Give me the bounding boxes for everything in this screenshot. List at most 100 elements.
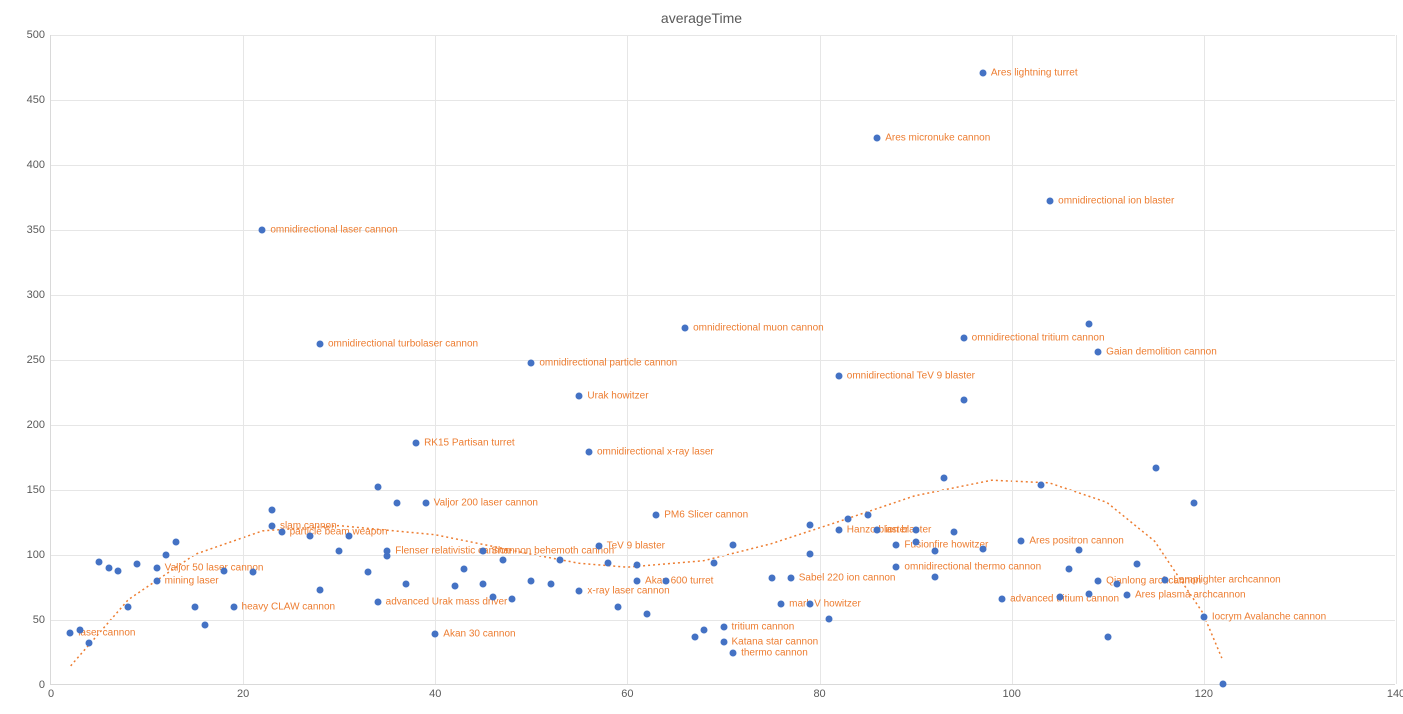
data-point (105, 565, 112, 572)
y-gridline (51, 360, 1395, 361)
data-point (451, 583, 458, 590)
data-point (653, 511, 660, 518)
data-point (461, 566, 468, 573)
data-point (845, 515, 852, 522)
y-tick-label: 250 (27, 354, 51, 366)
data-point-label: slam cannon (280, 521, 337, 532)
data-point-label: Sabel 220 ion cannon (799, 573, 896, 584)
data-point (979, 545, 986, 552)
y-gridline (51, 100, 1395, 101)
data-point (1133, 561, 1140, 568)
data-point-label: Ares plasma archcannon (1135, 590, 1246, 601)
data-point (499, 557, 506, 564)
data-point (979, 69, 986, 76)
data-point (259, 227, 266, 234)
data-point (951, 528, 958, 535)
data-point-label: Akan 600 turret (645, 576, 713, 587)
data-point (163, 552, 170, 559)
data-point (576, 588, 583, 595)
data-point (249, 568, 256, 575)
data-point (345, 532, 352, 539)
data-point (1018, 537, 1025, 544)
x-gridline (1204, 35, 1205, 684)
data-point (643, 610, 650, 617)
data-point-label: omnidirectional x-ray laser (597, 447, 714, 458)
data-point-label: omnidirectional tritium cannon (972, 332, 1105, 343)
data-point (317, 341, 324, 348)
x-tick-label: 0 (48, 684, 54, 700)
data-point (710, 559, 717, 566)
data-point (730, 541, 737, 548)
y-gridline (51, 490, 1395, 491)
data-point (1037, 481, 1044, 488)
scatter-chart: averageTime 0501001502002503003504004505… (0, 0, 1403, 714)
y-tick-label: 350 (27, 224, 51, 236)
data-point (960, 334, 967, 341)
data-point (192, 604, 199, 611)
data-point-label: x-ray laser cannon (587, 586, 669, 597)
data-point (1104, 633, 1111, 640)
y-gridline (51, 165, 1395, 166)
data-point (489, 593, 496, 600)
y-tick-label: 50 (33, 614, 51, 626)
x-tick-label: 40 (429, 684, 441, 700)
x-tick-label: 80 (813, 684, 825, 700)
data-point (1085, 320, 1092, 327)
data-point (806, 601, 813, 608)
y-tick-label: 150 (27, 484, 51, 496)
data-point-label: ion blaster (885, 525, 931, 536)
data-point (778, 601, 785, 608)
data-point-label: Gaian demolition cannon (1106, 347, 1217, 358)
data-point (1056, 593, 1063, 600)
data-point (912, 539, 919, 546)
data-point (893, 563, 900, 570)
data-point (874, 134, 881, 141)
data-point (278, 528, 285, 535)
data-point-label: Ares lightning turret (991, 67, 1078, 78)
data-point (586, 449, 593, 456)
data-point-label: Iocrym Avalanche cannon (1212, 612, 1326, 623)
data-point (931, 548, 938, 555)
data-point-label: Urak howitzer (587, 391, 648, 402)
y-tick-label: 400 (27, 159, 51, 171)
x-gridline (243, 35, 244, 684)
data-point (720, 623, 727, 630)
data-point-label: omnidirectional ion blaster (1058, 196, 1174, 207)
data-point-label: TeV 9 blaster (607, 540, 665, 551)
data-point (201, 622, 208, 629)
y-gridline (51, 555, 1395, 556)
data-point-label: particle beam weapon (290, 526, 388, 537)
data-point (730, 649, 737, 656)
data-point (874, 527, 881, 534)
data-point (1152, 464, 1159, 471)
data-point-label: omnidirectional TeV 9 blaster (847, 370, 975, 381)
data-point-label: tritium cannon (732, 621, 795, 632)
data-point (662, 578, 669, 585)
data-point (336, 548, 343, 555)
data-point (317, 587, 324, 594)
y-tick-label: 100 (27, 549, 51, 561)
data-point (960, 397, 967, 404)
data-point (691, 633, 698, 640)
data-point (1095, 578, 1102, 585)
data-point-label: omnidirectional muon cannon (693, 322, 824, 333)
data-point (835, 527, 842, 534)
data-point (1047, 198, 1054, 205)
y-tick-label: 450 (27, 94, 51, 106)
data-point (86, 640, 93, 647)
y-tick-label: 300 (27, 289, 51, 301)
data-point (701, 627, 708, 634)
data-point (480, 548, 487, 555)
x-tick-label: 20 (237, 684, 249, 700)
data-point-label: mining laser (165, 576, 219, 587)
y-tick-label: 200 (27, 419, 51, 431)
data-point (172, 539, 179, 546)
plot-area: 0501001502002503003504004505000204060801… (50, 35, 1395, 685)
data-point (912, 527, 919, 534)
data-point (864, 511, 871, 518)
data-point-label: thermo cannon (741, 647, 808, 658)
data-point (413, 440, 420, 447)
data-point (528, 578, 535, 585)
x-gridline (627, 35, 628, 684)
data-point (931, 574, 938, 581)
